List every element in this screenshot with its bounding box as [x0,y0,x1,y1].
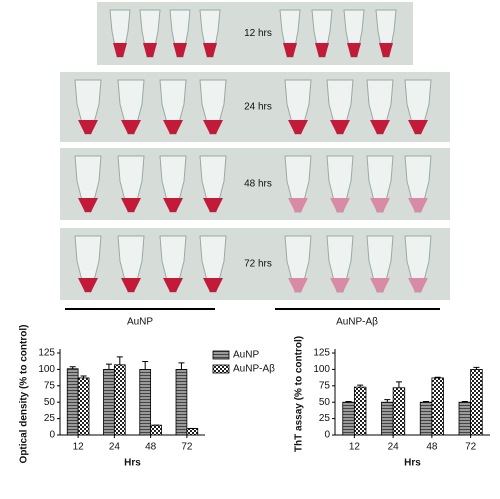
liquid [163,198,183,212]
liquid [78,120,98,134]
error-bar [105,363,112,370]
liquid [121,198,141,212]
error-bar [384,399,391,403]
bar [175,368,188,436]
liquid [330,278,350,292]
x-tick-label: 48 [145,442,157,453]
liquid [203,120,223,134]
x-tick-label: 12 [349,442,361,453]
group-label: AuNP [127,317,153,328]
x-axis-label: Hrs [404,458,421,469]
time-label: 12 hrs [244,28,272,39]
error-bar [461,401,468,403]
y-axis-label: Optical density (% to control) [19,325,30,464]
bar [470,368,483,436]
error-bar [423,401,430,403]
bar [431,377,444,436]
liquid [283,43,297,57]
legend-swatch [212,364,230,374]
liquid [121,120,141,134]
error-bar [395,381,402,388]
time-label: 72 hrs [244,259,272,270]
bar [381,401,394,436]
liquid [113,43,127,57]
y-tick-label: 50 [44,397,56,408]
error-bar [69,366,76,369]
liquid [408,120,428,134]
liquid [173,43,187,57]
legend-swatch [212,350,230,360]
liquid [379,43,393,57]
y-tick-label: 100 [38,364,55,375]
error-bar [178,362,185,370]
x-tick-label: 24 [109,442,121,453]
bar [392,387,406,436]
error-bar [357,384,364,388]
liquid [78,278,98,292]
bar [150,424,162,436]
y-tick-label: 125 [38,348,55,359]
time-label: 48 hrs [244,179,272,190]
liquid [163,120,183,134]
x-tick-label: 72 [465,442,477,453]
liquid [288,120,308,134]
bar [419,401,433,436]
liquid [370,198,390,212]
error-bar [434,376,441,378]
liquid [347,43,361,57]
error-bar [80,375,87,378]
bar [186,428,199,436]
liquid [408,278,428,292]
time-label: 24 hrs [244,102,272,113]
y-tick-label: 50 [319,397,331,408]
group-label: AuNP-Aβ [336,317,378,328]
liquid [203,43,217,57]
error-bar [142,361,149,370]
legend-label: AuNP [233,350,259,361]
y-tick-label: 75 [319,380,331,391]
x-tick-label: 12 [73,442,85,453]
y-axis-label: ThT assay (% to control) [294,336,305,452]
liquid [330,120,350,134]
legend-label: AuNP-Aβ [233,364,275,375]
liquid [370,120,390,134]
liquid [143,43,157,57]
y-tick-label: 25 [319,413,331,424]
y-tick-label: 0 [324,430,330,441]
y-tick-label: 75 [44,380,56,391]
bar [458,401,472,436]
y-tick-label: 0 [49,430,55,441]
liquid [408,198,428,212]
x-tick-label: 24 [388,442,400,453]
bar [353,386,367,436]
liquid [330,198,350,212]
error-bar [345,401,352,403]
x-tick-label: 72 [181,442,193,453]
bar [139,368,152,436]
x-tick-label: 48 [426,442,438,453]
x-axis-label: Hrs [124,458,141,469]
liquid [288,198,308,212]
liquid [288,278,308,292]
tube-photos: 12 hrs 24 hrs 48 hrs 72 hrs [60,2,450,300]
y-tick-label: 100 [313,364,330,375]
bar [66,368,79,436]
error-bar [116,356,123,365]
y-tick-label: 25 [44,413,56,424]
bar [77,377,90,436]
liquid [203,278,223,292]
liquid [370,278,390,292]
liquid [315,43,329,57]
liquid [163,278,183,292]
y-tick-label: 125 [313,348,330,359]
bar [342,401,355,436]
bar [103,368,115,436]
bar [113,364,126,436]
liquid [121,278,141,292]
liquid [203,198,223,212]
liquid [78,198,98,212]
error-bar [473,366,480,370]
